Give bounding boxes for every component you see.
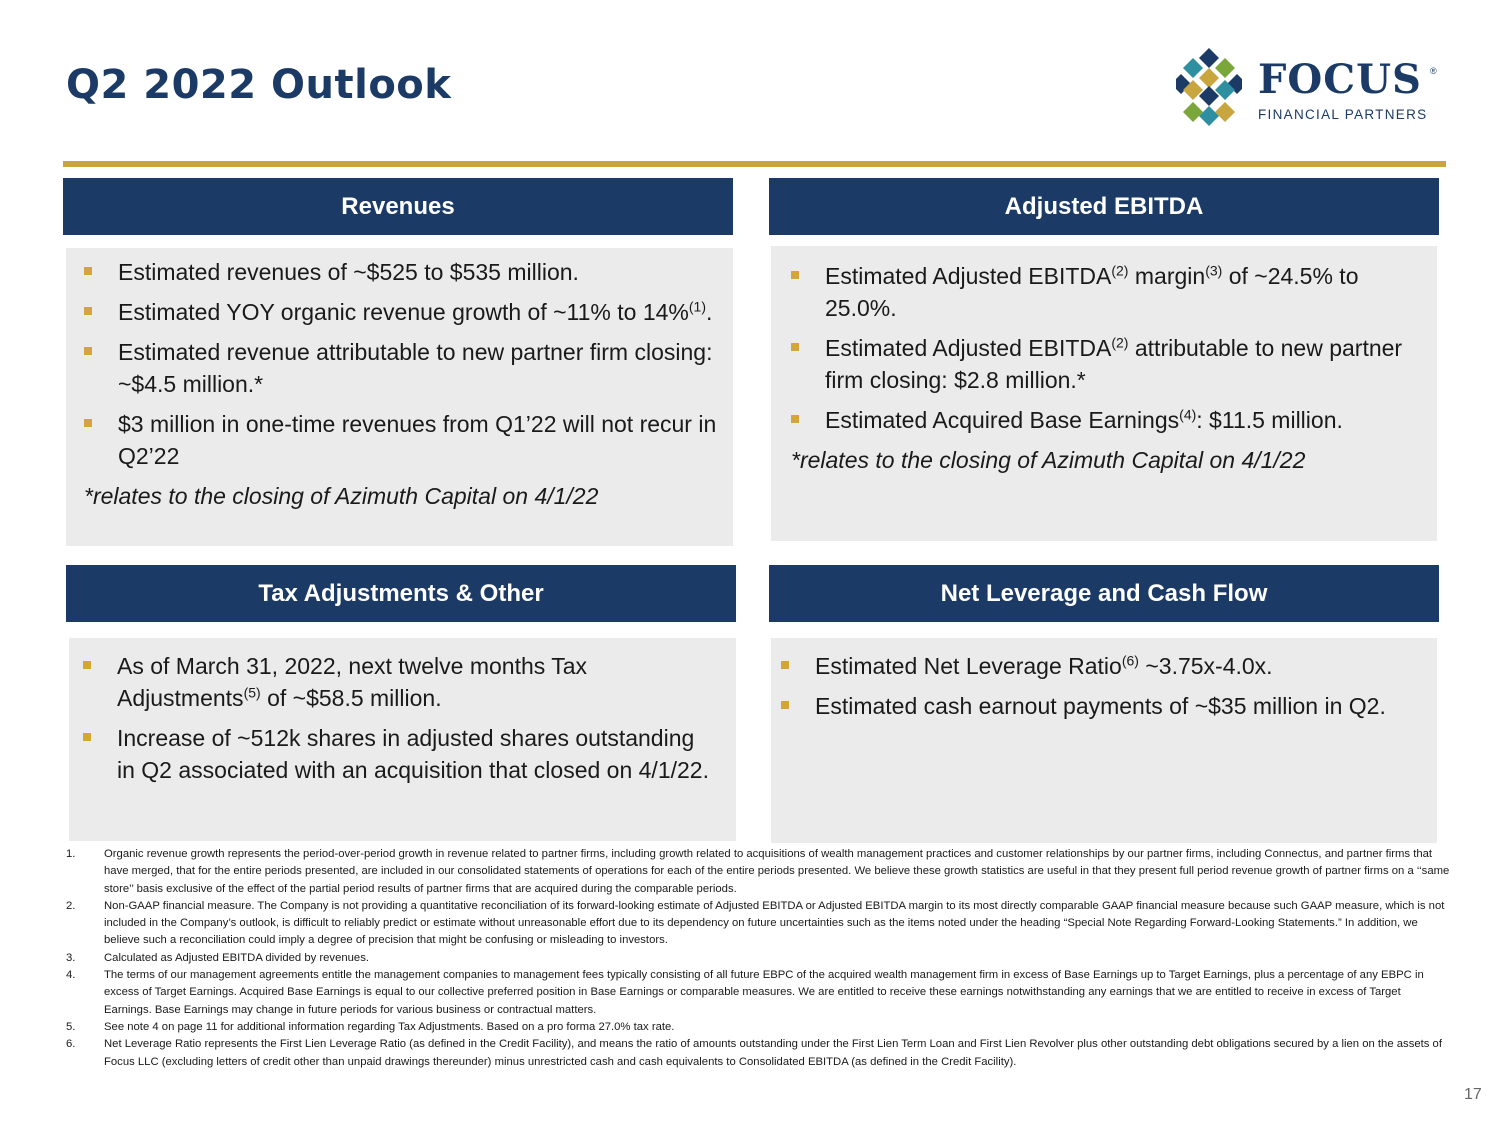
ebitda-header: Adjusted EBITDA xyxy=(769,178,1439,235)
list-item: Estimated cash earnout payments of ~$35 … xyxy=(781,690,1407,722)
footnote: 1. Organic revenue growth represents the … xyxy=(66,848,1450,895)
tax-header: Tax Adjustments & Other xyxy=(66,565,736,622)
logo-mosaic-icon xyxy=(1176,48,1242,126)
footnote: 4. The terms of our management agreements… xyxy=(66,969,1424,1016)
focus-logo: FOCUS ® FINANCIAL PARTNERS xyxy=(1176,46,1437,126)
ebitda-note: *relates to the closing of Azimuth Capit… xyxy=(791,447,1306,473)
list-item: Estimated Adjusted EBITDA(2) attributabl… xyxy=(791,332,1421,396)
footnote: 2. Non-GAAP financial measure. The Compan… xyxy=(66,899,1445,947)
revenues-note: *relates to the closing of Azimuth Capit… xyxy=(84,483,599,509)
list-item: $3 million in one-time revenues from Q1’… xyxy=(84,408,717,472)
list-item: Estimated revenues of ~$525 to $535 mill… xyxy=(84,256,717,288)
revenues-panel: Estimated revenues of ~$525 to $535 mill… xyxy=(66,248,733,546)
list-item: Estimated revenue attributable to new pa… xyxy=(84,336,717,400)
page-title: Q2 2022 Outlook xyxy=(66,62,452,108)
list-item: Estimated Net Leverage Ratio(6) ~3.75x-4… xyxy=(781,650,1407,682)
footnote: 6. Net Leverage Ratio represents the Firs… xyxy=(66,1038,1442,1068)
revenues-bullets: Estimated revenues of ~$525 to $535 mill… xyxy=(84,256,717,472)
list-item: Estimated Acquired Base Earnings(4): $11… xyxy=(791,404,1421,436)
logo-name: FOCUS xyxy=(1258,56,1422,103)
footnotes: 1. Organic revenue growth represents the … xyxy=(66,846,1450,1071)
gold-divider xyxy=(63,161,1446,167)
list-item: Estimated Adjusted EBITDA(2) margin(3) o… xyxy=(791,260,1421,324)
leverage-bullets: Estimated Net Leverage Ratio(6) ~3.75x-4… xyxy=(781,650,1407,722)
footnote: 5. See note 4 on page 11 for additional i… xyxy=(66,1020,675,1033)
ebitda-panel: Estimated Adjusted EBITDA(2) margin(3) o… xyxy=(771,246,1437,541)
leverage-header: Net Leverage and Cash Flow xyxy=(769,565,1439,622)
ebitda-bullets: Estimated Adjusted EBITDA(2) margin(3) o… xyxy=(791,260,1421,436)
list-item: Increase of ~512k shares in adjusted sha… xyxy=(83,722,718,786)
list-item: As of March 31, 2022, next twelve months… xyxy=(83,650,718,714)
revenues-header: Revenues xyxy=(63,178,733,235)
logo-registered: ® xyxy=(1430,66,1437,76)
logo-subtitle: FINANCIAL PARTNERS xyxy=(1258,107,1428,122)
tax-panel: As of March 31, 2022, next twelve months… xyxy=(69,638,736,841)
page-number: 17 xyxy=(1464,1086,1482,1103)
list-item: Estimated YOY organic revenue growth of … xyxy=(84,296,717,328)
footnote: 3. Calculated as Adjusted EBITDA divided … xyxy=(66,951,370,964)
leverage-panel: Estimated Net Leverage Ratio(6) ~3.75x-4… xyxy=(771,638,1437,843)
tax-bullets: As of March 31, 2022, next twelve months… xyxy=(83,650,718,786)
